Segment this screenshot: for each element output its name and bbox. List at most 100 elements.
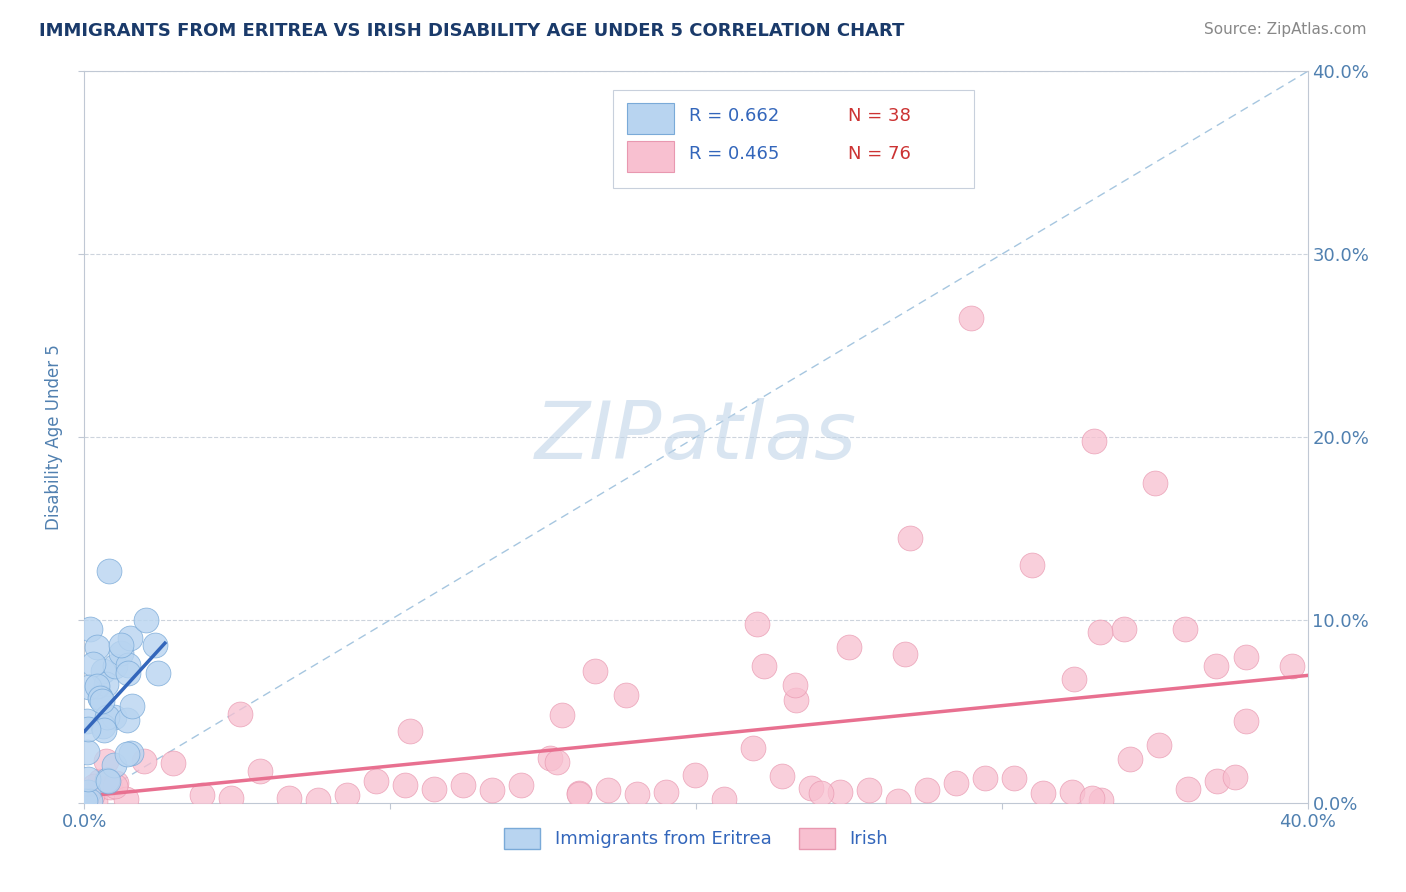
Text: N = 76: N = 76 — [848, 145, 911, 163]
Point — [73, 794, 96, 808]
Point — [1177, 781, 1199, 796]
Point — [800, 781, 823, 796]
Bar — [627, 103, 673, 134]
Point — [785, 693, 807, 707]
Point — [219, 791, 242, 805]
Point — [143, 638, 166, 652]
Text: N = 38: N = 38 — [848, 107, 911, 125]
Point — [86, 679, 108, 693]
Text: R = 0.465: R = 0.465 — [689, 145, 779, 163]
Point — [97, 774, 120, 789]
Point — [89, 773, 111, 788]
Point — [91, 664, 114, 678]
Point — [1174, 622, 1197, 636]
Point — [83, 794, 105, 808]
Point — [76, 785, 98, 799]
Point — [110, 646, 132, 660]
Point — [1002, 771, 1025, 785]
Point — [96, 773, 118, 788]
Y-axis label: Disability Age Under 5: Disability Age Under 5 — [45, 344, 63, 530]
Point — [1032, 786, 1054, 800]
Point — [105, 775, 128, 789]
Point — [1143, 475, 1166, 490]
Point — [82, 657, 104, 671]
Point — [399, 724, 422, 739]
Point — [614, 688, 637, 702]
Point — [83, 779, 105, 793]
Point — [364, 774, 387, 789]
Point — [1063, 673, 1085, 687]
Point — [742, 740, 765, 755]
Point — [538, 751, 561, 765]
Point — [117, 665, 139, 680]
Point — [79, 622, 101, 636]
Point — [76, 772, 98, 786]
Point — [898, 531, 921, 545]
Point — [104, 658, 127, 673]
Point — [1088, 625, 1111, 640]
Point — [1205, 658, 1227, 673]
Point — [103, 757, 125, 772]
Point — [568, 786, 591, 800]
Point — [120, 632, 142, 646]
Point — [598, 783, 620, 797]
Point — [858, 782, 880, 797]
Point — [96, 754, 118, 768]
Bar — [627, 141, 673, 171]
Point — [278, 791, 301, 805]
Point — [110, 638, 132, 652]
Point — [1083, 434, 1105, 448]
Point — [117, 657, 139, 672]
Point — [120, 746, 142, 760]
Point — [121, 699, 143, 714]
Point — [97, 564, 120, 578]
Point — [810, 786, 832, 800]
Point — [1236, 649, 1258, 664]
Point — [162, 756, 184, 770]
Text: IMMIGRANTS FROM ERITREA VS IRISH DISABILITY AGE UNDER 5 CORRELATION CHART: IMMIGRANTS FROM ERITREA VS IRISH DISABIL… — [39, 22, 904, 40]
Point — [135, 613, 157, 627]
Point — [1119, 752, 1142, 766]
Point — [146, 665, 169, 680]
Point — [752, 658, 775, 673]
Point — [1114, 622, 1136, 636]
Point — [481, 783, 503, 797]
Point — [94, 677, 117, 691]
Text: Source: ZipAtlas.com: Source: ZipAtlas.com — [1204, 22, 1367, 37]
Point — [510, 778, 533, 792]
Point — [336, 788, 359, 802]
Point — [132, 755, 155, 769]
Point — [103, 710, 125, 724]
Point — [626, 788, 648, 802]
Point — [960, 311, 983, 326]
Point — [838, 640, 860, 655]
Point — [79, 794, 101, 808]
Point — [82, 789, 104, 803]
Point — [423, 781, 446, 796]
Point — [546, 755, 568, 769]
Point — [90, 694, 112, 708]
Point — [894, 648, 917, 662]
Point — [98, 780, 121, 794]
Point — [683, 768, 706, 782]
Point — [887, 794, 910, 808]
Point — [568, 787, 591, 801]
Text: ZIPatlas: ZIPatlas — [534, 398, 858, 476]
Point — [713, 792, 735, 806]
Point — [96, 710, 118, 724]
Point — [91, 718, 114, 732]
Legend: Immigrants from Eritrea, Irish: Immigrants from Eritrea, Irish — [496, 821, 896, 856]
Point — [79, 680, 101, 694]
Point — [104, 780, 127, 794]
Point — [394, 778, 416, 792]
Point — [945, 776, 967, 790]
Point — [76, 714, 98, 729]
Point — [117, 714, 139, 728]
Point — [89, 690, 111, 704]
Point — [974, 771, 997, 785]
Text: R = 0.662: R = 0.662 — [689, 107, 779, 125]
Point — [249, 764, 271, 778]
Point — [747, 616, 769, 631]
Point — [770, 768, 793, 782]
Point — [451, 778, 474, 792]
